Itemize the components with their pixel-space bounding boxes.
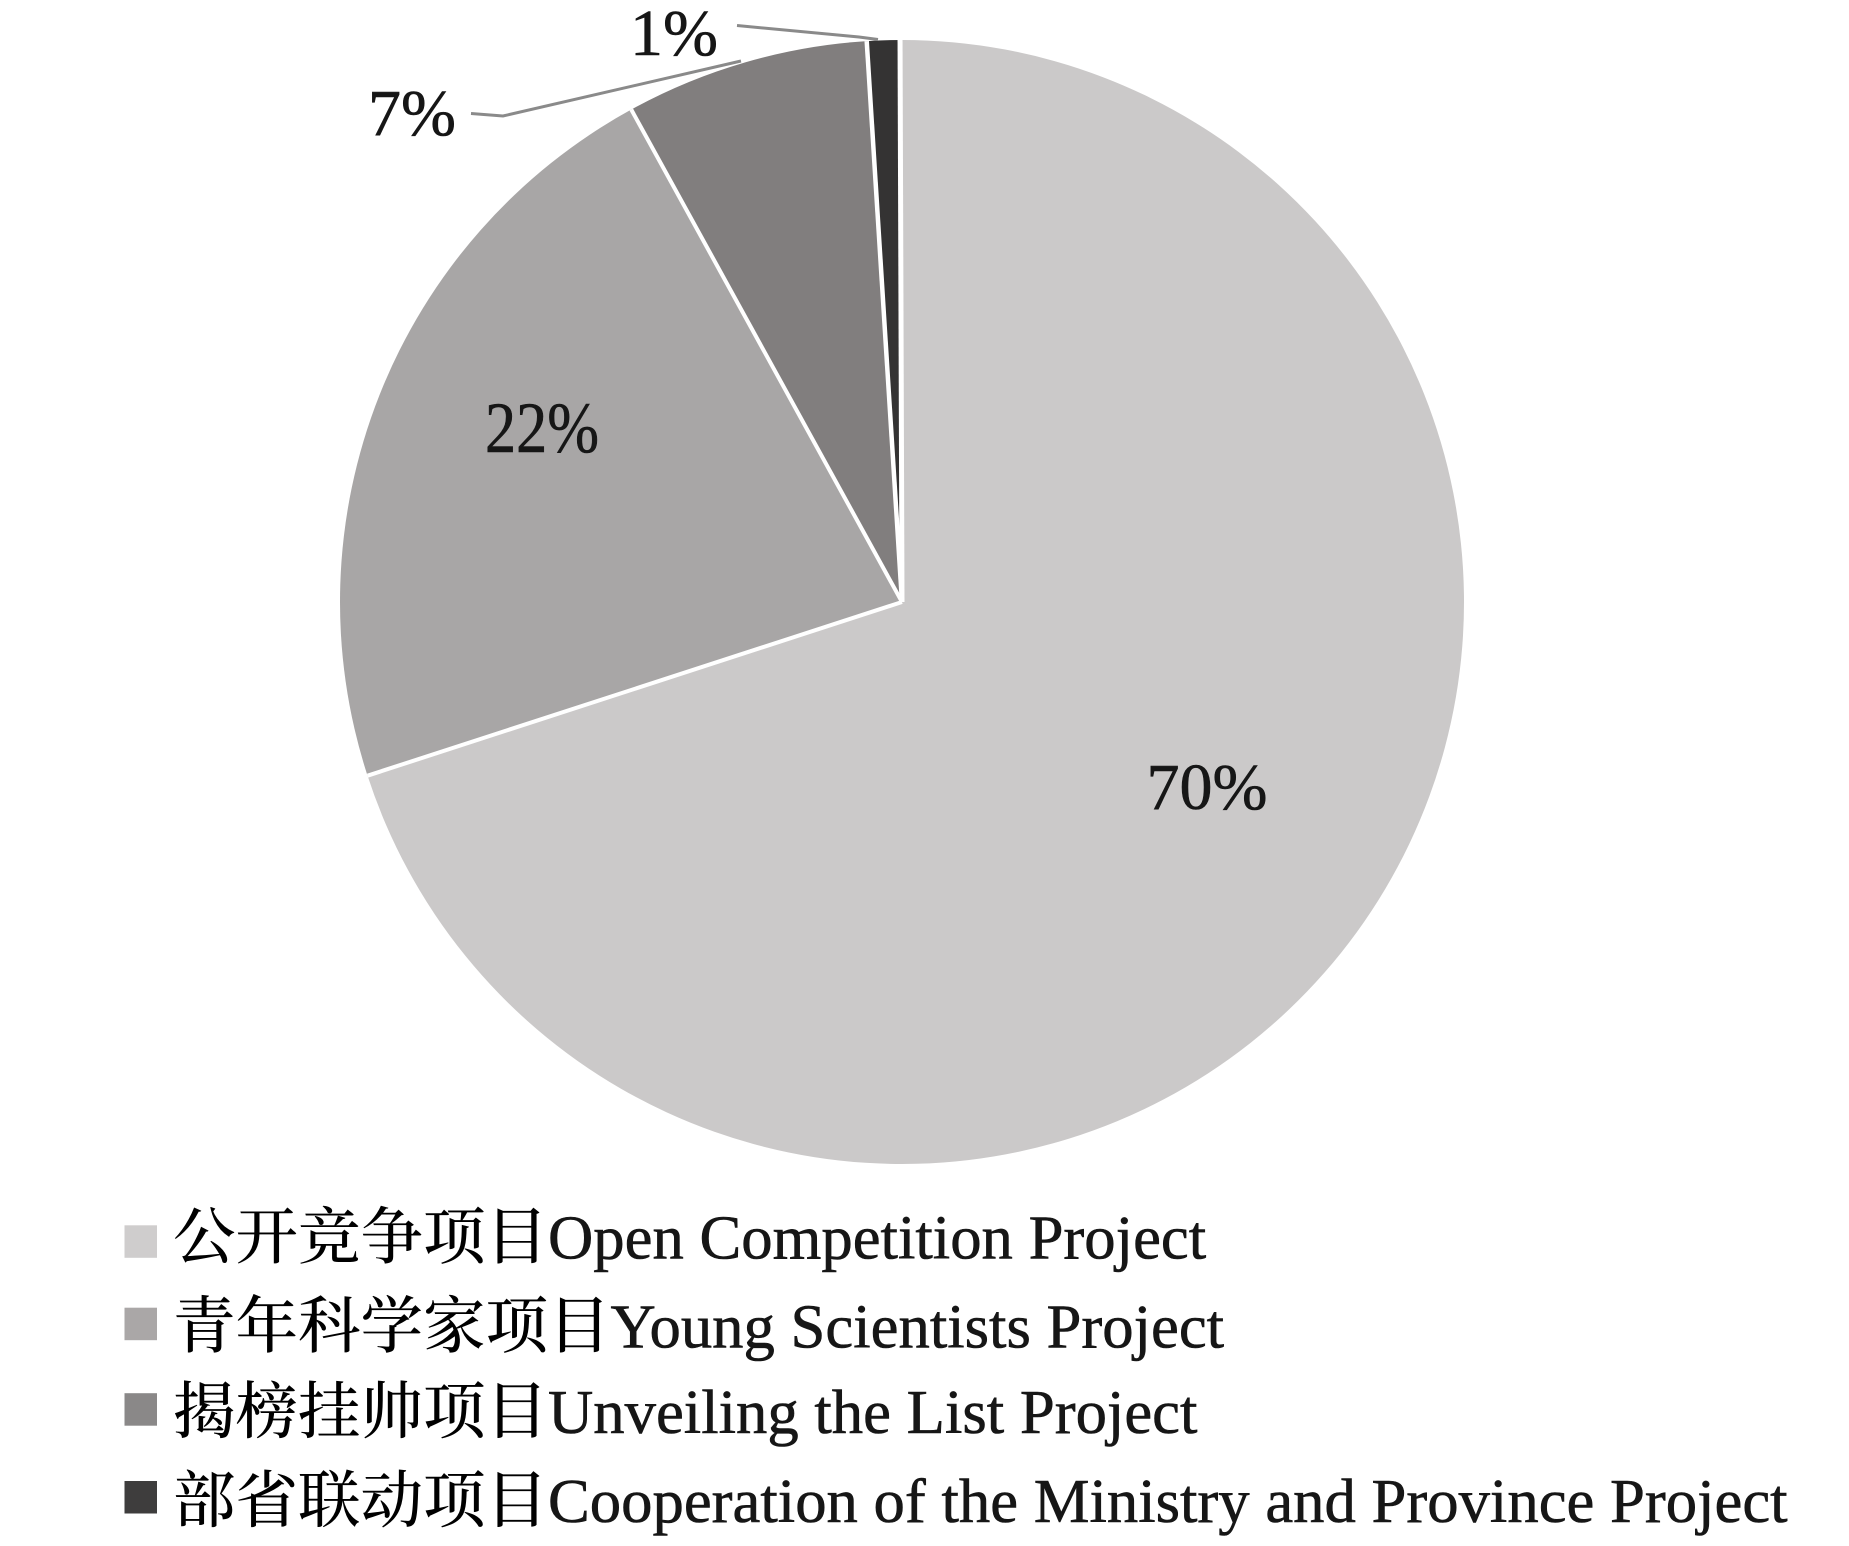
svg-text:22%: 22%: [485, 388, 599, 468]
svg-text:Unveiling the List Project: Unveiling the List Project: [548, 1377, 1198, 1447]
svg-text:Cooperation of the Ministry an: Cooperation of the Ministry and Province…: [548, 1466, 1788, 1536]
svg-text:1%: 1%: [630, 0, 718, 70]
svg-text:Young Scientists Project: Young Scientists Project: [611, 1292, 1225, 1362]
svg-text:Open Competition Project: Open Competition Project: [548, 1203, 1207, 1273]
svg-text:7%: 7%: [368, 77, 456, 150]
svg-text:70%: 70%: [1147, 751, 1268, 824]
